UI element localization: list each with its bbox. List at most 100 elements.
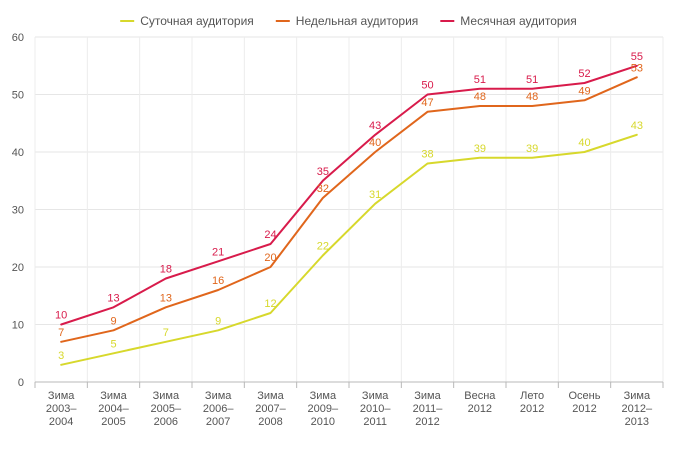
x-tick-label-line: Зима xyxy=(48,390,75,402)
grid xyxy=(34,36,664,382)
x-tick-label: Зима 2004– 2005 xyxy=(98,390,129,428)
data-label: 7 xyxy=(58,327,64,339)
y-tick-label: 10 xyxy=(12,320,24,332)
data-label: 47 xyxy=(421,97,433,109)
data-label: 3 xyxy=(58,350,64,362)
x-tick-label: Весна 2012 xyxy=(464,390,496,415)
y-tick-label: 20 xyxy=(12,262,24,274)
data-label: 35 xyxy=(317,166,329,178)
x-tick-label: Зима 2007– 2008 xyxy=(255,390,286,428)
x-tick-label-line: 2012 xyxy=(520,403,544,415)
legend-label: Суточная аудитория xyxy=(140,14,254,28)
x-tick-label-line: 2012 xyxy=(572,403,596,415)
data-label: 5 xyxy=(110,338,116,350)
x-tick-label-line: 2004– xyxy=(98,403,129,415)
x-tick-label-line: Зима xyxy=(414,390,441,402)
legend-item-3[interactable]: Месячная аудитория xyxy=(440,14,577,28)
legend-item-1[interactable]: Суточная аудитория xyxy=(120,14,254,28)
x-tick-label-line: 2013 xyxy=(625,416,649,428)
series-line-2 xyxy=(60,76,638,343)
series xyxy=(60,64,638,366)
data-label: 49 xyxy=(578,85,590,97)
x-tick-label-line: 2008 xyxy=(258,416,282,428)
data-label: 43 xyxy=(369,120,381,132)
x-tick-label-line: Весна xyxy=(464,390,496,402)
x-tick-label-line: 2005 xyxy=(101,416,125,428)
data-label: 18 xyxy=(160,264,172,276)
data-label: 40 xyxy=(578,137,590,149)
x-tick-label-line: 2012 xyxy=(415,416,439,428)
data-label: 39 xyxy=(526,143,538,155)
legend-label: Месячная аудитория xyxy=(460,14,576,28)
data-label: 31 xyxy=(369,189,381,201)
x-tick-label-line: 2012 xyxy=(468,403,492,415)
data-label: 43 xyxy=(631,120,643,132)
y-tick-label: 0 xyxy=(18,377,24,389)
legend-item-2[interactable]: Недельная аудитория xyxy=(275,14,419,28)
y-tick-label: 30 xyxy=(12,205,24,217)
x-tick-label-line: 2005– xyxy=(151,403,182,415)
data-label: 13 xyxy=(107,292,119,304)
y-tick-label: 50 xyxy=(12,90,24,102)
data-label: 52 xyxy=(578,68,590,80)
y-tick-label: 60 xyxy=(12,32,24,44)
x-tick-label-line: Зима xyxy=(362,390,389,402)
x-tick-label: Зима 2012– 2013 xyxy=(622,390,653,428)
x-tick-label-line: 2004 xyxy=(49,416,73,428)
data-label: 40 xyxy=(369,137,381,149)
data-label: 55 xyxy=(631,51,643,63)
x-tick-label-line: Зима xyxy=(153,390,180,402)
x-tick-label: Зима 2006– 2007 xyxy=(203,390,234,428)
x-tick-label-line: 2010 xyxy=(311,416,335,428)
x-tick-label-line: 2011 xyxy=(363,416,387,428)
data-label: 22 xyxy=(317,241,329,253)
data-label: 38 xyxy=(421,149,433,161)
series-line-3 xyxy=(60,64,638,326)
x-tick-label-line: Зима xyxy=(624,390,651,402)
data-label: 48 xyxy=(526,91,538,103)
x-tick-label-line: 2003– xyxy=(46,403,77,415)
data-label: 53 xyxy=(631,62,643,74)
x-tick-label-line: 2007– xyxy=(255,403,286,415)
data-label: 48 xyxy=(474,91,486,103)
x-tick-label-line: Зима xyxy=(257,390,284,402)
x-tick-label-line: 2007 xyxy=(206,416,230,428)
x-tick-label-line: 2009– xyxy=(308,403,339,415)
data-label: 20 xyxy=(264,252,276,264)
data-label: 13 xyxy=(160,292,172,304)
x-tick-label-line: Зима xyxy=(205,390,232,402)
data-label: 10 xyxy=(55,310,67,322)
data-label: 9 xyxy=(110,315,116,327)
x-tick-label: Зима 2003– 2004 xyxy=(46,390,77,428)
x-tick-label-line: 2011– xyxy=(413,403,444,415)
data-label: 51 xyxy=(474,74,486,86)
x-tick-label: Зима 2005– 2006 xyxy=(151,390,182,428)
data-label: 21 xyxy=(212,246,224,258)
x-tick-label: Лето 2012 xyxy=(520,390,544,415)
x-tick-label-line: Лето xyxy=(520,390,544,402)
data-label: 51 xyxy=(526,74,538,86)
data-label: 7 xyxy=(163,327,169,339)
data-label: 16 xyxy=(212,275,224,287)
x-tick-label-line: Зима xyxy=(310,390,337,402)
legend: Суточная аудитория Недельная аудитория Мес… xyxy=(120,14,577,28)
data-label: 39 xyxy=(474,143,486,155)
x-tick-label: Зима 2010– 2011 xyxy=(360,390,391,428)
series-line-1 xyxy=(60,133,638,366)
x-tick-label-line: 2006– xyxy=(203,403,234,415)
legend-label: Недельная аудитория xyxy=(296,14,419,28)
x-tick-label: Осень 2012 xyxy=(569,390,601,415)
x-tick-label: Зима 2009– 2010 xyxy=(308,390,339,428)
x-tick-label-line: 2012– xyxy=(622,403,653,415)
data-label: 24 xyxy=(264,229,276,241)
data-label: 50 xyxy=(421,80,433,92)
x-tick-label-line: 2006 xyxy=(154,416,178,428)
x-tick-label: Зима 2011– 2012 xyxy=(413,390,444,428)
data-label: 12 xyxy=(264,298,276,310)
x-tick-label-line: Осень xyxy=(569,390,601,402)
x-tick-label-line: 2010– xyxy=(360,403,391,415)
